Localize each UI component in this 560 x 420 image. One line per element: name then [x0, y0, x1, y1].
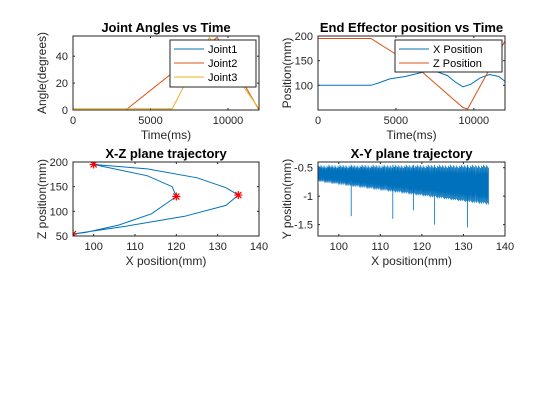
legend: X Position Z Position [394, 39, 503, 73]
legend-box [394, 39, 503, 73]
x-tick-label: 110 [372, 241, 390, 253]
y-tick-label: 200 [50, 157, 68, 169]
x-tick-label: 0 [315, 115, 321, 127]
x-axis-label: X position(mm) [371, 254, 452, 268]
series-line-2 [318, 38, 505, 110]
x-tick-label: 120 [413, 241, 431, 253]
star-marker-stroke [234, 191, 242, 199]
x-tick-label: 5000 [138, 115, 162, 127]
y-tick-label: 150 [50, 182, 68, 194]
y-axis-label: Position(mm) [280, 38, 294, 109]
star-marker-stroke [73, 230, 77, 235]
x-axis-label: Time(ms) [141, 128, 191, 142]
star-marker [234, 191, 243, 200]
plot-area [318, 38, 505, 110]
x-tick-label: 130 [454, 241, 472, 253]
x-axis-label: Time(ms) [386, 128, 436, 142]
x-axis-label: X position(mm) [126, 254, 207, 268]
y-tick-label: 100 [50, 206, 68, 218]
y-tick-label: 150 [295, 56, 313, 68]
chart-title: End Effector position vs Time [320, 20, 503, 35]
axes-box [72, 35, 260, 111]
x-tick-label: 0 [70, 115, 76, 127]
x-tick-label: 100 [84, 241, 102, 253]
x-tick-label: 100 [330, 241, 348, 253]
axes-3: X-Z plane trajectory 100 110 120 130 140 50 100… [35, 146, 268, 268]
axes-box [317, 161, 506, 237]
x-tick-label: 5000 [384, 115, 408, 127]
y-axis-label: Angle(degrees) [35, 32, 49, 114]
y-tick-label: -1.5 [294, 220, 313, 232]
axes-root: Joint Angles vs Time 0 5000 10000 0 20 40 Time(… [35, 20, 514, 268]
x-tick-label: 120 [167, 241, 185, 253]
axes-box [317, 35, 506, 111]
y-tick-label: 100 [295, 80, 313, 92]
y-tick-label: -0.5 [294, 163, 313, 175]
y-tick-label: -1 [303, 191, 313, 203]
series-line-1 [318, 164, 489, 228]
y-tick-label: 40 [56, 51, 68, 63]
x-tick-label: 10000 [459, 115, 490, 127]
chart-title: Joint Angles vs Time [101, 20, 230, 35]
star-marker [73, 230, 77, 236]
x-tick-label: 130 [208, 241, 226, 253]
y-tick-label: 50 [56, 231, 68, 243]
y-axis-label: Z position(mm) [35, 159, 49, 239]
x-tick-label: 10000 [213, 115, 244, 127]
legend: Joint1 Joint2 Joint3 [169, 39, 257, 88]
chart-title: X-Z plane trajectory [105, 146, 227, 161]
legend-entry: Joint3 [208, 72, 237, 84]
axes-4: X-Y plane trajectory 100 110 120 130 140 -0.5 -… [280, 146, 514, 268]
x-tick-label: 110 [126, 241, 144, 253]
legend-entry: X Position [433, 44, 483, 56]
legend-entry: Z Position [433, 58, 482, 70]
axes-1: Joint Angles vs Time 0 5000 10000 0 20 40 Time(… [35, 20, 260, 142]
axes-2: End Effector position vs Time 0 5000 10000 1… [280, 20, 506, 142]
chart-title: X-Y plane trajectory [351, 146, 474, 161]
plot-area [318, 164, 489, 228]
y-tick-label: 200 [295, 31, 313, 43]
legend-entry: Joint1 [208, 44, 237, 56]
x-tick-label: 140 [250, 241, 268, 253]
plot-area [73, 162, 243, 236]
y-tick-label: 0 [62, 105, 68, 117]
x-tick-label: 140 [496, 241, 514, 253]
series-line-1 [73, 164, 240, 235]
star-marker-stroke [172, 193, 180, 200]
legend-entry: Joint2 [208, 58, 237, 70]
axes-box [72, 161, 260, 237]
y-tick-label: 20 [56, 78, 68, 90]
y-axis-label: Y position(mm) [280, 159, 294, 239]
star-marker [172, 192, 181, 201]
